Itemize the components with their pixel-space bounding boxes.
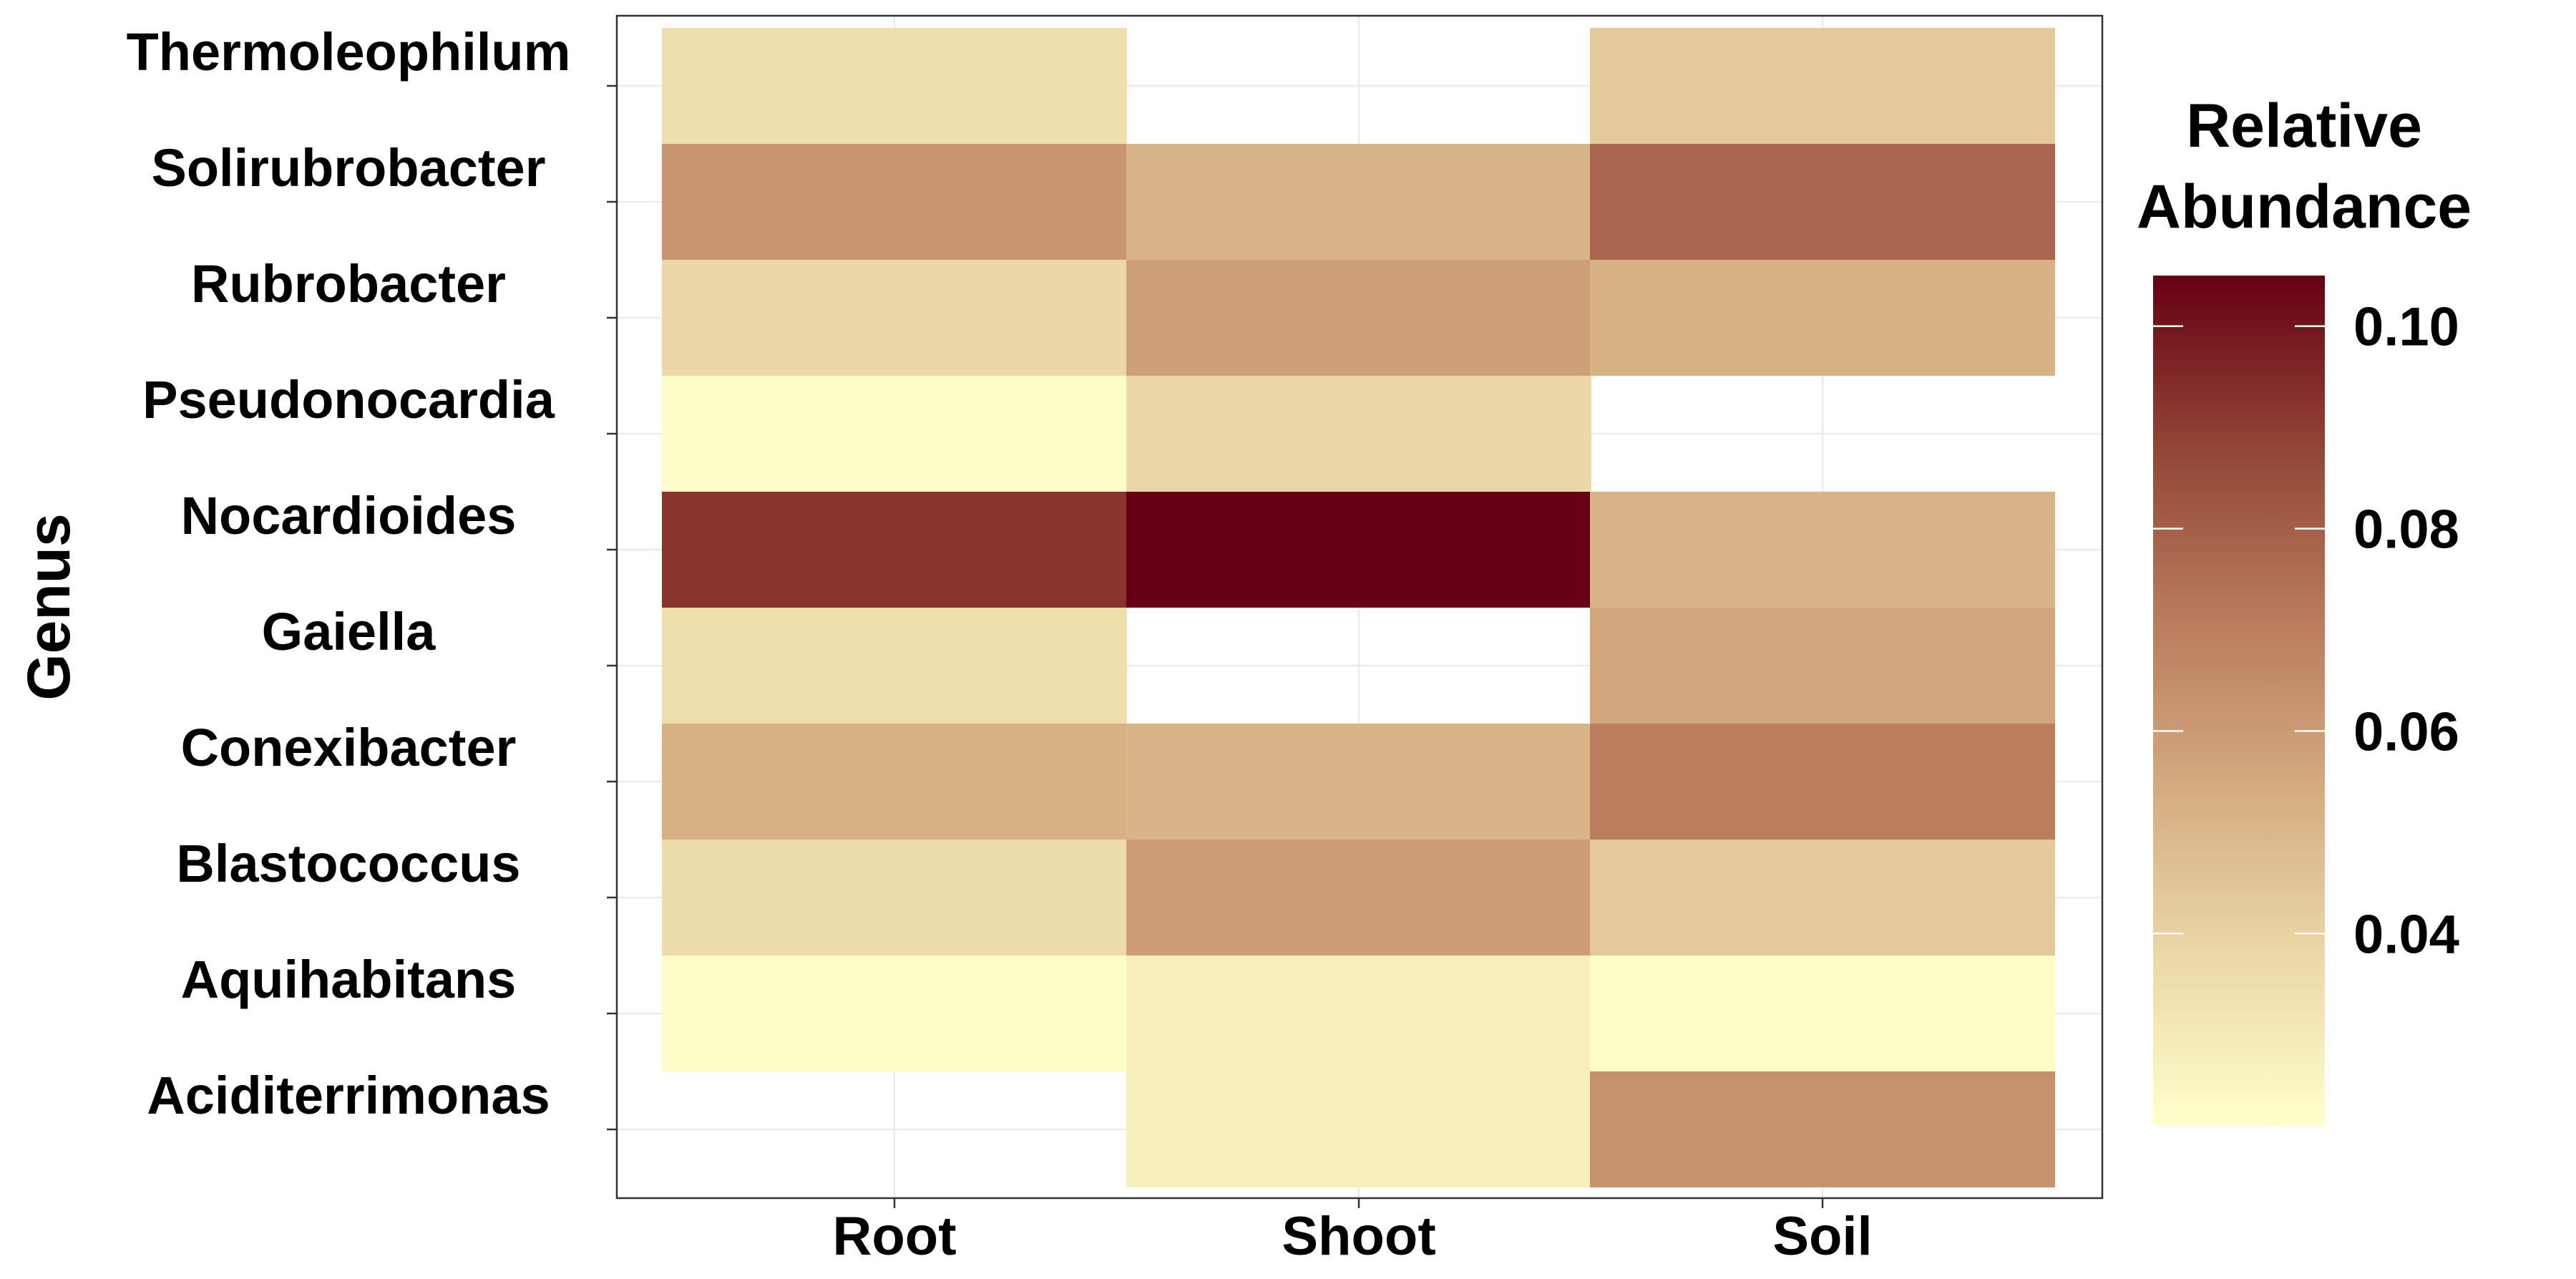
legend-tick-label: 0.04 <box>2353 904 2459 965</box>
y-axis-ticks: Thermoleophilum Solirubrobacter Rubrobacte… <box>127 22 617 1131</box>
legend-tick-label: 0.08 <box>2353 500 2459 560</box>
x-axis-ticks: Root Shoot Soil <box>832 1198 1873 1267</box>
heatmap-cell <box>1126 1071 1591 1187</box>
y-tick-label: Aciditerrimonas <box>147 1066 550 1125</box>
heatmap-cell <box>662 608 1127 724</box>
y-tick-label: Conexibacter <box>181 718 517 777</box>
heatmap-cell <box>1590 28 2055 144</box>
x-tick-label: Shoot <box>1282 1206 1435 1267</box>
x-tick-label: Root <box>832 1206 956 1267</box>
y-tick-label: Aquihabitans <box>181 950 517 1009</box>
heatmap-cell <box>1126 492 1591 608</box>
heatmap-cell <box>1590 955 2055 1071</box>
heatmap-cell <box>662 840 1127 955</box>
heatmap-cell <box>662 724 1127 840</box>
heatmap-cell <box>1590 1071 2055 1187</box>
heatmap-cell <box>1126 144 1591 260</box>
legend-title-line-1: Relative <box>2186 92 2422 160</box>
heatmap-cells <box>662 28 2055 1187</box>
legend-ticks: 0.04 0.06 0.08 0.10 <box>2153 297 2459 965</box>
legend-tick-label: 0.06 <box>2353 701 2459 762</box>
heatmap-cell <box>662 955 1127 1071</box>
heatmap-cell <box>662 260 1127 376</box>
heatmap-cell <box>1126 955 1591 1071</box>
heatmap-cell <box>1590 840 2055 955</box>
y-tick-label: Nocardioides <box>181 486 517 545</box>
y-axis-title: Genus <box>15 513 82 700</box>
y-tick-label: Blastococcus <box>176 834 520 893</box>
heatmap-cell <box>662 492 1127 608</box>
y-tick-label: Thermoleophilum <box>127 22 571 82</box>
y-tick-label: Rubrobacter <box>191 254 506 313</box>
heatmap-cell <box>1590 608 2055 724</box>
heatmap-cell <box>1590 260 2055 376</box>
heatmap-cell <box>1590 144 2055 260</box>
x-tick-label: Soil <box>1772 1206 1872 1267</box>
legend-color-bar <box>2153 276 2325 1126</box>
heatmap-cell <box>1126 840 1591 955</box>
y-tick-label: Solirubrobacter <box>152 138 546 198</box>
y-tick-label: Gaiella <box>262 602 436 661</box>
heatmap-cell <box>1590 724 2055 840</box>
heatmap-cell <box>662 144 1127 260</box>
color-legend: Relative Abundance 0.04 0.06 0.08 0.10 <box>2137 92 2472 1126</box>
heatmap-cell <box>1126 260 1591 376</box>
heatmap-cell <box>1126 376 1591 492</box>
heatmap-cell <box>1590 492 2055 608</box>
y-tick-label: Pseudonocardia <box>142 370 555 429</box>
heatmap-cell <box>662 376 1127 492</box>
heatmap-cell <box>662 28 1127 144</box>
legend-title-line-2: Abundance <box>2137 172 2472 241</box>
legend-tick-label: 0.10 <box>2353 297 2459 358</box>
heatmap-cell <box>1126 724 1591 840</box>
